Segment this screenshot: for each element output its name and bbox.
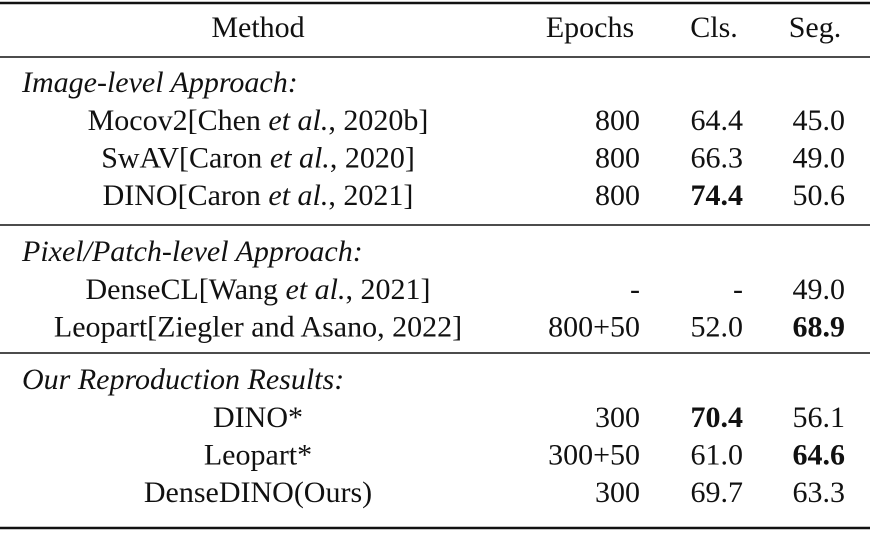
section-title: Pixel/Patch-level Approach: (21, 235, 363, 268)
method-part: Leopart* (204, 438, 312, 471)
method-part: , 2020] (330, 141, 415, 174)
header-cell: Seg. (789, 11, 842, 44)
value-cell: 49.0 (793, 273, 846, 306)
section-title: Our Reproduction Results: (22, 363, 344, 396)
value-cell: 69.7 (691, 476, 744, 509)
value-cell: 45.0 (793, 104, 846, 137)
value-cell: 800 (595, 179, 640, 212)
value-cell: 56.1 (793, 401, 846, 434)
method-part: , 2021] (346, 273, 431, 306)
method-part: et al. (270, 141, 330, 174)
value-cell: 800 (595, 141, 640, 174)
header-cell: Epochs (546, 11, 634, 44)
value-cell: 68.9 (793, 310, 846, 343)
value-cell: - (630, 273, 640, 306)
value-cell: - (733, 273, 743, 306)
method-part: , 2020b] (328, 104, 428, 137)
method-part: Mocov2[Chen (88, 104, 269, 137)
method-part: et al. (268, 104, 328, 137)
section-title: Image-level Approach: (21, 66, 298, 99)
value-cell: 66.3 (691, 141, 744, 174)
method-cell: DINO[Caron et al., 2021] (103, 179, 414, 212)
method-part: Leopart[Ziegler and Asano, 2022] (54, 310, 462, 343)
value-cell: 300 (595, 401, 640, 434)
value-cell: 800 (595, 104, 640, 137)
method-part: DenseDINO(Ours) (144, 476, 372, 509)
method-part: DINO* (213, 401, 303, 434)
header-cell: Cls. (690, 11, 738, 44)
method-cell: DenseCL[Wang et al., 2021] (85, 273, 430, 306)
method-cell: DenseDINO(Ours) (144, 476, 372, 509)
method-part: et al. (268, 179, 328, 212)
value-cell: 61.0 (691, 438, 744, 471)
value-cell: 52.0 (691, 310, 744, 343)
method-part: , 2021] (328, 179, 413, 212)
method-part: DenseCL[Wang (85, 273, 285, 306)
value-cell: 300+50 (548, 438, 640, 471)
value-cell: 50.6 (793, 179, 846, 212)
method-part: SwAV[Caron (101, 141, 270, 174)
value-cell: 800+50 (548, 310, 640, 343)
header-cell: Method (211, 11, 304, 44)
method-cell: SwAV[Caron et al., 2020] (101, 141, 415, 174)
value-cell: 63.3 (793, 476, 846, 509)
value-cell: 300 (595, 476, 640, 509)
value-cell: 49.0 (793, 141, 846, 174)
method-cell: Leopart[Ziegler and Asano, 2022] (54, 310, 462, 343)
method-part: DINO[Caron (103, 179, 269, 212)
value-cell: 70.4 (691, 401, 744, 434)
method-part: et al. (286, 273, 346, 306)
method-cell: Leopart* (204, 438, 312, 471)
value-cell: 74.4 (691, 179, 744, 212)
value-cell: 64.6 (793, 438, 846, 471)
method-cell: DINO* (213, 401, 303, 434)
method-cell: Mocov2[Chen et al., 2020b] (88, 104, 429, 137)
value-cell: 64.4 (691, 104, 744, 137)
